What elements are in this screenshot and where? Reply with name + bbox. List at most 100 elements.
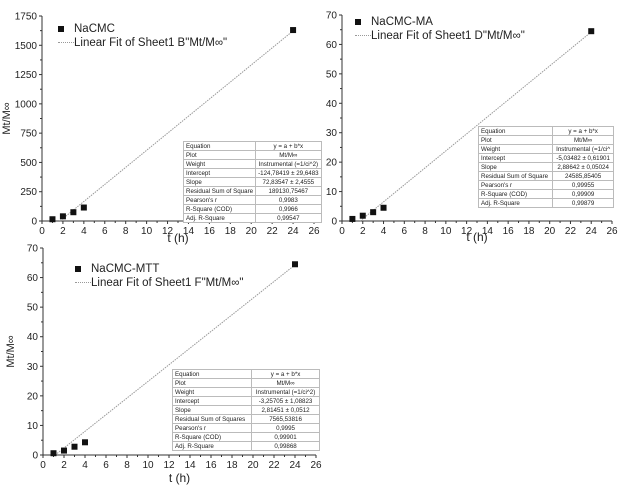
x-tick-label: 10 bbox=[141, 226, 153, 237]
x-tick-label: 14 bbox=[184, 460, 196, 471]
table-row: Weight Instrumental (=1/ci^2) bbox=[171, 387, 320, 397]
data-point bbox=[349, 215, 356, 222]
table-row: Adj. R-Square 0,99868 bbox=[171, 441, 320, 451]
x-tick-label: 2 bbox=[60, 226, 66, 237]
table-row: Pearson's r 0,9995 bbox=[171, 423, 320, 433]
stat-value: Mt/M∞ bbox=[552, 135, 614, 145]
data-point bbox=[71, 443, 78, 450]
table-row: Adj. R-Square 0,99879 bbox=[477, 198, 614, 208]
stat-name: R-Square (COD) bbox=[182, 204, 257, 214]
stat-value: 0,99547 bbox=[255, 213, 322, 223]
stat-value: y = a + b*x bbox=[251, 369, 320, 379]
x-tick-label: 20 bbox=[247, 460, 259, 471]
data-point bbox=[588, 28, 595, 35]
x-tick-label: 10 bbox=[440, 226, 452, 237]
x-tick-label: 0 bbox=[39, 226, 45, 237]
fit-stats-table: Equation y = a + b*x Plot Mt/M∞ Weight Instru… bbox=[182, 141, 322, 223]
y-tick-label: 20 bbox=[326, 158, 338, 169]
stat-name: Slope bbox=[171, 405, 253, 415]
table-row: R-Square (COD) 0,99909 bbox=[477, 189, 614, 199]
x-tick-label: 4 bbox=[82, 460, 88, 471]
x-tick-label: 8 bbox=[124, 460, 130, 471]
stat-name: Intercept bbox=[477, 153, 554, 163]
x-tick-label: 20 bbox=[246, 226, 258, 237]
y-tick-label: 70 bbox=[326, 11, 338, 22]
table-row: Residual Sum of Square 189130,75467 bbox=[182, 186, 322, 196]
stat-name: Residual Sum of Square bbox=[477, 171, 554, 181]
x-tick-label: 16 bbox=[503, 226, 515, 237]
x-tick-label: 8 bbox=[422, 226, 428, 237]
data-point bbox=[61, 447, 67, 454]
stat-name: Equation bbox=[182, 141, 257, 151]
stat-name: Weight bbox=[182, 159, 257, 169]
stat-value: 24585,85405 bbox=[552, 171, 614, 181]
data-point bbox=[359, 212, 366, 219]
y-tick-label: 40 bbox=[27, 332, 39, 343]
legend-item-fit: Linear Fit of Sheet1 F"Mt/M∞" bbox=[75, 276, 244, 290]
y-tick-label: 1000 bbox=[15, 99, 38, 110]
x-tick-label: 10 bbox=[142, 460, 154, 471]
y-tick-label: 70 bbox=[27, 244, 39, 255]
stat-name: Weight bbox=[477, 144, 554, 154]
stat-name: Plot bbox=[477, 135, 554, 145]
x-tick-label: 22 bbox=[267, 226, 279, 237]
legend-label: Linear Fit of Sheet1 D"Mt/M∞" bbox=[371, 30, 525, 42]
stat-value: Instrumental (=1/ci^2) bbox=[255, 159, 322, 169]
x-axis-label: t (h) bbox=[167, 231, 188, 245]
x-axis-label: t (h) bbox=[169, 471, 190, 485]
stat-name: R-Square (COD) bbox=[171, 432, 253, 442]
table-row: Intercept -124,78419 ± 29,6483 bbox=[182, 168, 322, 178]
x-tick-label: 14 bbox=[183, 226, 195, 237]
dotted-line-icon bbox=[58, 42, 74, 44]
x-tick-label: 26 bbox=[606, 226, 618, 237]
stat-value: -124,78419 ± 29,6483 bbox=[255, 168, 322, 178]
stat-value: 0,99955 bbox=[552, 180, 614, 190]
fit-stats-table: Equation y = a + b*x Plot Mt/M∞ Weight Instru… bbox=[477, 126, 614, 208]
x-tick-label: 4 bbox=[381, 226, 387, 237]
y-tick-label: 1750 bbox=[15, 12, 38, 23]
stat-name: Slope bbox=[477, 162, 554, 172]
table-row: R-Square (COD) 0,9966 bbox=[182, 204, 322, 214]
legend-item-series: NaCMC-MA bbox=[355, 15, 525, 29]
x-tick-label: 26 bbox=[308, 226, 320, 237]
stat-name: Equation bbox=[171, 369, 253, 379]
stat-name: R-Square (COD) bbox=[477, 189, 554, 199]
table-row: Pearson's r 0,99955 bbox=[477, 180, 614, 190]
table-row: Equation y = a + b*x bbox=[477, 126, 614, 136]
x-tick-label: 2 bbox=[360, 226, 366, 237]
legend-label: Linear Fit of Sheet1 F"Mt/M∞" bbox=[91, 277, 244, 289]
stat-value: 72,83547 ± 2,4555 bbox=[255, 177, 322, 187]
x-tick-label: 18 bbox=[226, 460, 238, 471]
fit-line bbox=[359, 31, 592, 222]
table-row: Intercept -5,03482 ± 0,61901 bbox=[477, 153, 614, 163]
legend-item-series: NaCMC bbox=[58, 22, 227, 36]
stat-value: 0,9995 bbox=[251, 423, 320, 433]
y-tick-label: 50 bbox=[326, 69, 338, 80]
stat-value: 0,9983 bbox=[255, 195, 322, 205]
fit-line bbox=[59, 30, 294, 222]
stat-name: Intercept bbox=[171, 396, 253, 406]
y-tick-label: 1250 bbox=[15, 70, 38, 81]
y-tick-label: 10 bbox=[27, 421, 39, 432]
legend-label: Linear Fit of Sheet1 B"Mt/M∞" bbox=[74, 37, 228, 49]
y-axis-label: Mt/M∞ bbox=[1, 102, 13, 134]
legend-item-series: NaCMC-MTT bbox=[75, 262, 244, 276]
x-tick-label: 22 bbox=[268, 460, 280, 471]
stat-value: -5,03482 ± 0,61901 bbox=[552, 153, 614, 163]
legend-label: NaCMC-MA bbox=[371, 16, 433, 28]
x-tick-label: 26 bbox=[310, 460, 322, 471]
y-tick-label: 750 bbox=[20, 129, 37, 140]
table-row: Slope 2,81451 ± 0,0512 bbox=[171, 405, 320, 415]
y-tick-label: 60 bbox=[27, 273, 39, 284]
x-tick-label: 12 bbox=[163, 460, 175, 471]
x-tick-label: 0 bbox=[339, 226, 345, 237]
y-tick-label: 500 bbox=[20, 158, 37, 169]
data-point bbox=[70, 209, 77, 216]
stat-name: Weight bbox=[171, 387, 253, 397]
stat-value: 0,99901 bbox=[251, 432, 320, 442]
stat-value: -3,25705 ± 1,08823 bbox=[251, 396, 320, 406]
y-tick-label: 30 bbox=[326, 128, 338, 139]
y-tick-label: 0 bbox=[331, 217, 337, 228]
